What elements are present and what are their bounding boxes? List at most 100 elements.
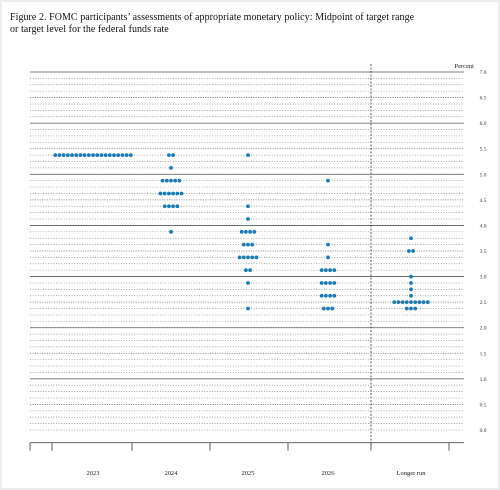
x-category-label: 2026 — [322, 470, 336, 477]
dot-marker — [99, 153, 104, 158]
dot-marker — [409, 287, 413, 292]
dot-marker — [171, 191, 176, 196]
dot-marker — [169, 165, 173, 170]
y-tick-label: 1.0 — [480, 377, 487, 383]
dot-marker — [65, 153, 70, 158]
dot-marker — [171, 153, 176, 158]
x-category-label: 2024 — [165, 470, 179, 477]
dot-marker — [173, 178, 178, 183]
dot-marker — [70, 153, 74, 158]
dot-marker — [250, 255, 255, 260]
dot-marker — [332, 281, 337, 285]
dot-marker — [254, 255, 259, 260]
dot-marker — [413, 306, 418, 311]
dot-marker — [160, 178, 165, 183]
x-category-label: 2023 — [87, 470, 100, 477]
dot-marker — [248, 268, 253, 273]
dot-marker — [179, 191, 184, 196]
dot-marker — [246, 242, 250, 247]
dot-marker — [61, 153, 66, 158]
dot-marker — [82, 153, 87, 158]
dot-marker — [167, 191, 171, 196]
dot-marker — [319, 293, 324, 298]
y-tick-label: 5.0 — [480, 172, 487, 178]
dot-marker — [53, 153, 58, 158]
dot-marker — [167, 204, 171, 209]
dot-marker — [246, 217, 250, 221]
dot-marker — [326, 178, 330, 183]
dot-marker — [246, 281, 250, 285]
dot-marker — [246, 153, 250, 158]
dot-marker — [319, 268, 324, 273]
dot-marker — [326, 255, 330, 260]
dot-marker — [162, 204, 167, 209]
dot-marker — [409, 236, 413, 241]
dot-marker — [128, 153, 133, 158]
x-category-label: Longer run — [396, 470, 426, 477]
dot-marker — [103, 153, 108, 158]
x-category-label: 2025 — [242, 470, 255, 477]
dot-marker — [400, 300, 405, 305]
dot-marker — [409, 306, 413, 311]
y-tick-label: 1.5 — [480, 351, 487, 357]
dot-marker — [78, 153, 83, 158]
dot-marker — [404, 306, 409, 311]
dot-marker — [396, 300, 401, 305]
dot-marker — [404, 300, 409, 305]
y-tick-label: 5.5 — [480, 147, 487, 153]
dot-marker — [413, 300, 418, 305]
dot-marker — [407, 249, 411, 253]
dot-marker — [332, 293, 337, 298]
dot-marker — [411, 249, 415, 253]
dot-marker — [328, 268, 332, 273]
dot-marker — [421, 300, 426, 305]
dot-marker — [162, 191, 167, 196]
y-tick-label: 4.5 — [480, 198, 487, 204]
dot-marker — [328, 293, 332, 298]
dot-marker — [177, 178, 182, 183]
dot-marker — [175, 191, 180, 196]
y-tick-label: 0.5 — [480, 402, 487, 408]
dot-marker — [330, 306, 335, 311]
dot-marker — [246, 204, 250, 209]
dot-marker — [332, 268, 337, 273]
y-tick-label: 0.0 — [480, 428, 487, 434]
dot-marker — [328, 281, 332, 285]
y-tick-label: 4.0 — [480, 223, 487, 229]
dot-marker — [239, 229, 244, 234]
y-tick-label: 3.0 — [480, 275, 487, 281]
dot-marker — [417, 300, 422, 305]
dot-marker — [392, 300, 397, 305]
dot-marker — [124, 153, 129, 158]
dot-marker — [244, 229, 248, 234]
dot-marker — [324, 268, 328, 273]
dot-marker — [409, 300, 413, 305]
y-axis-label: Percent — [455, 63, 475, 70]
dot-marker — [409, 274, 413, 279]
dot-marker — [107, 153, 112, 158]
dot-marker — [175, 204, 180, 209]
dot-marker — [164, 178, 169, 183]
y-tick-label: 2.5 — [480, 300, 487, 306]
y-tick-label: 7.0 — [480, 70, 487, 76]
dot-marker — [250, 242, 255, 247]
dot-marker — [171, 204, 176, 209]
dot-marker — [95, 153, 100, 158]
dot-marker — [112, 153, 116, 158]
dot-marker — [120, 153, 125, 158]
figure-title-line-1: Figure 2. FOMC participants’ assessments… — [10, 12, 415, 23]
dot-marker — [91, 153, 95, 158]
dot-marker — [74, 153, 79, 158]
dot-marker — [116, 153, 121, 158]
dot-marker — [244, 268, 248, 273]
dot-marker — [86, 153, 91, 158]
dot-marker — [57, 153, 62, 158]
dot-marker — [158, 191, 163, 196]
figure-title-line-2: or target level for the federal funds ra… — [10, 24, 169, 35]
y-tick-label: 2.0 — [480, 326, 487, 332]
dot-marker — [409, 293, 413, 298]
dot-marker — [326, 242, 330, 247]
dot-marker — [246, 255, 250, 260]
